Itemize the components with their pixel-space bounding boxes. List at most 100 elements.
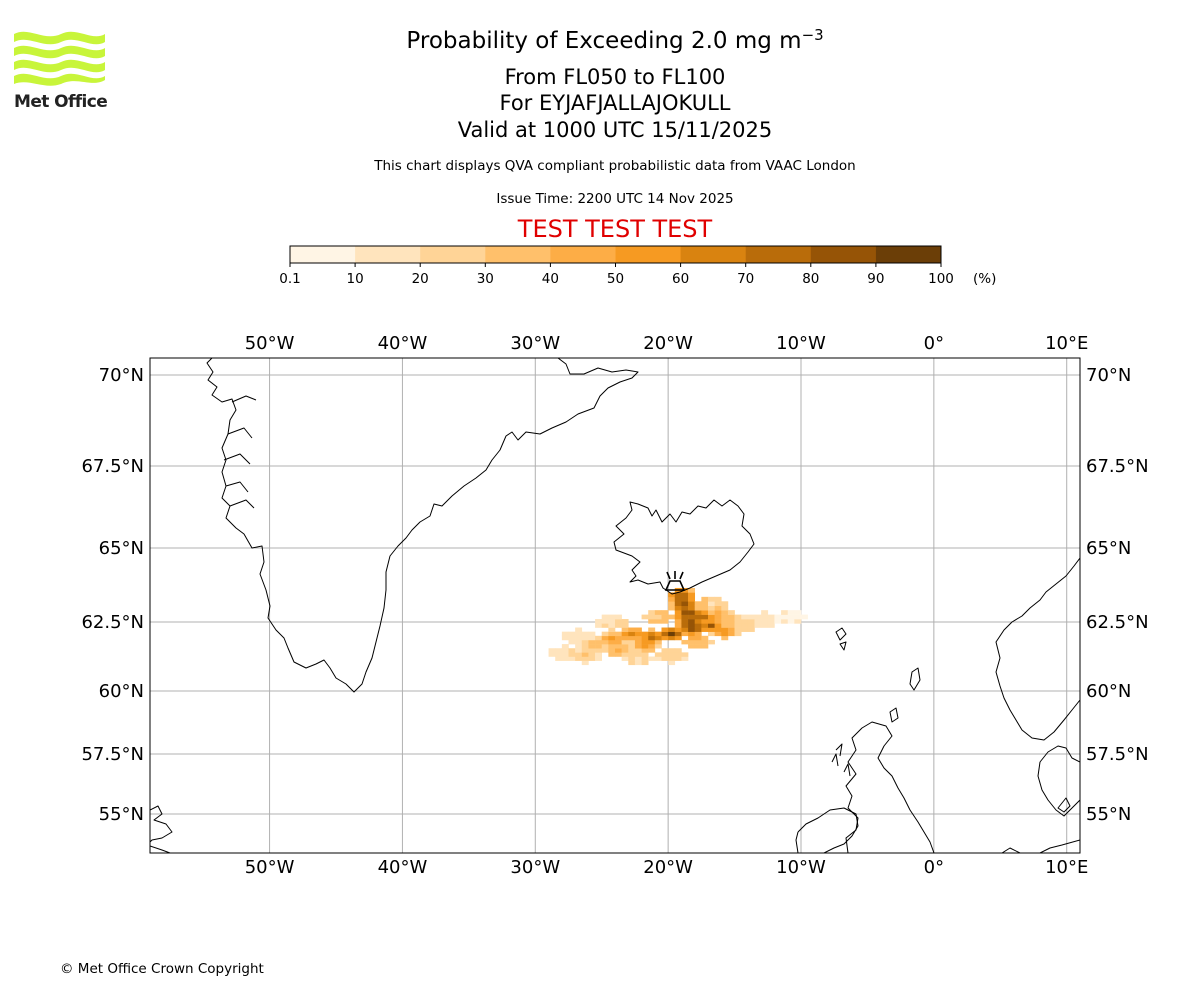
plume-cell xyxy=(668,605,676,611)
plume-cell xyxy=(641,656,649,661)
plume-cell xyxy=(688,610,696,615)
plume-cell xyxy=(621,635,629,641)
plume-cell xyxy=(708,605,715,611)
plume-cell xyxy=(575,639,583,645)
plume-cell xyxy=(595,623,603,628)
lat-label-left: 57.5°N xyxy=(81,744,144,765)
plume-cell xyxy=(581,639,589,645)
plume-cell xyxy=(721,619,729,624)
plume-cell xyxy=(721,601,729,607)
plume-cell xyxy=(588,639,596,645)
plume-cell xyxy=(681,656,689,661)
plume-cell xyxy=(581,648,589,653)
plume-cell xyxy=(747,623,755,628)
plume-cell xyxy=(595,635,603,641)
plume-cell xyxy=(781,610,789,615)
plume-cell xyxy=(581,656,589,661)
plume-cell xyxy=(661,631,669,637)
plume-cell xyxy=(701,639,709,645)
plume-cell xyxy=(674,631,682,637)
lon-label-top: 40°W xyxy=(378,333,428,354)
plume-cell xyxy=(708,601,715,607)
plume-cell xyxy=(621,639,629,645)
plume-cell xyxy=(601,639,609,645)
plume-cell xyxy=(648,631,656,637)
colorbar-segment xyxy=(420,246,486,263)
colorbar-tick-label: 60 xyxy=(672,271,689,287)
plume-cell xyxy=(708,619,715,624)
plume-cell xyxy=(615,631,622,637)
lon-label-bottom: 30°W xyxy=(510,857,560,878)
plume-cell xyxy=(601,619,609,624)
plume-cell xyxy=(674,596,682,602)
plume-cell xyxy=(674,614,682,620)
colorbar-tick-label: 50 xyxy=(607,271,624,287)
plume-cell xyxy=(688,587,696,593)
plume-cell xyxy=(701,596,709,602)
plume-cell xyxy=(588,635,596,641)
faroe-coast xyxy=(835,627,847,651)
plume-cell xyxy=(727,610,735,615)
plume-cell xyxy=(674,656,682,661)
plume-cell xyxy=(648,619,656,624)
plume-cell xyxy=(767,623,775,628)
lat-label-left: 67.5°N xyxy=(81,456,144,477)
plume-cell xyxy=(734,623,742,628)
plume-cell xyxy=(668,660,676,666)
plume-cell xyxy=(708,614,715,620)
plume-cell xyxy=(561,635,569,641)
colorbar-frame xyxy=(289,245,942,264)
colorbar-tick-label: 80 xyxy=(802,271,819,287)
plume-cell xyxy=(588,656,596,661)
plume-cell xyxy=(674,627,682,632)
plume-cell xyxy=(608,627,616,632)
plume-cell xyxy=(641,639,649,645)
plume-cell xyxy=(794,610,802,615)
plume-cell xyxy=(674,601,682,607)
plume-cell xyxy=(588,652,596,657)
lon-label-bottom: 10°E xyxy=(1045,857,1088,878)
lon-label-bottom: 10°W xyxy=(776,857,826,878)
plume-cell xyxy=(787,619,795,624)
plume-cell xyxy=(681,614,689,620)
plume-cell xyxy=(708,623,715,628)
plume-cell xyxy=(654,644,662,649)
plume-cell xyxy=(621,623,629,628)
plume-cell xyxy=(595,648,603,653)
test-warning: TEST TEST TEST xyxy=(517,215,713,243)
volcano-name: For EYJAFJALLAJOKULL xyxy=(499,91,731,115)
plume-cell xyxy=(581,635,589,641)
plume-cell xyxy=(741,627,749,632)
plume-cell xyxy=(668,627,676,632)
plume-cell xyxy=(721,614,729,620)
plume-cell xyxy=(721,610,729,615)
plume-cell xyxy=(628,635,636,641)
plume-cell xyxy=(787,610,795,615)
plume-cell xyxy=(601,644,609,649)
colorbar-tick-label: 100 xyxy=(928,271,954,287)
plume-cell xyxy=(688,627,696,632)
plume-cell xyxy=(674,652,682,657)
lon-label-top: 10°W xyxy=(776,333,826,354)
plume-cell xyxy=(681,639,689,645)
plume-cell xyxy=(714,623,722,628)
plume-cell xyxy=(601,614,609,620)
plume-cell xyxy=(747,627,755,632)
norway-coast xyxy=(995,557,1080,741)
chart-title-main: Probability of Exceeding 2.0 mg m xyxy=(406,28,802,54)
plume-cell xyxy=(794,619,802,624)
plume-cell xyxy=(781,614,789,620)
plume-cell xyxy=(575,648,583,653)
plume-cell xyxy=(734,627,742,632)
plume-cell xyxy=(648,639,656,645)
lon-label-top: 50°W xyxy=(245,333,295,354)
plume-cell xyxy=(654,656,662,661)
plume-cell xyxy=(595,639,603,645)
plume-cell xyxy=(581,631,589,637)
plume-cell xyxy=(727,619,735,624)
plume-cell xyxy=(581,644,589,649)
plume-cell xyxy=(727,627,735,632)
plume-cell xyxy=(721,635,729,641)
plume-cell xyxy=(575,635,583,641)
met-office-logo xyxy=(14,31,105,86)
